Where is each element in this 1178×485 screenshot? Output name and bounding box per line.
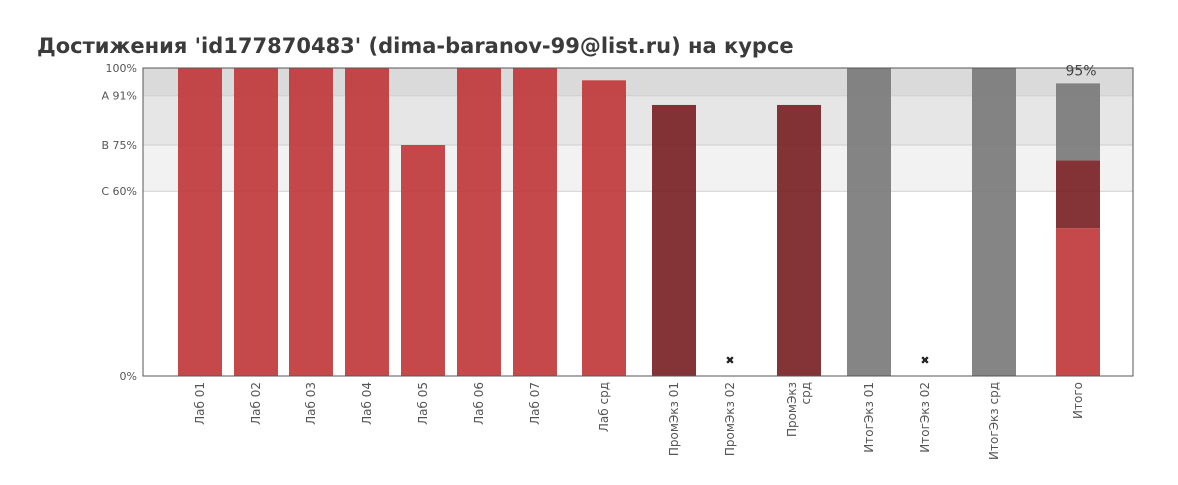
bar-segment — [1056, 160, 1100, 229]
x-tick-label: Лаб 03 — [304, 382, 318, 425]
x-tick-label: Лаб 04 — [360, 382, 374, 425]
y-tick-label: A 91% — [102, 90, 137, 103]
missing-marker: ✖ — [725, 354, 734, 367]
x-tick-label: Лаб 05 — [416, 382, 430, 425]
x-tick-label: Итого — [1071, 382, 1085, 419]
bar-segment — [652, 104, 696, 377]
bar-segment — [345, 68, 389, 376]
bar-segment — [1056, 83, 1100, 161]
bar-segment — [289, 68, 333, 376]
x-tick-label-line: срд — [799, 382, 813, 405]
x-tick-label: Лаб 01 — [193, 382, 207, 425]
x-tick-label: Лаб 06 — [472, 382, 486, 425]
x-tick-label: ИтогЭкз 01 — [862, 382, 876, 453]
bar-segment — [582, 80, 626, 376]
x-tick-label: ИтогЭкз 02 — [918, 382, 932, 453]
chart-title: Достижения 'id177870483' (dima-baranov-9… — [37, 34, 794, 58]
bar-segment — [513, 68, 557, 376]
x-tick-label: ИтогЭкз срд — [987, 382, 1001, 460]
data-label: 95% — [1065, 63, 1096, 79]
x-tick-label-line: ПромЭкз — [785, 382, 799, 437]
y-tick-label: 0% — [120, 370, 137, 383]
bar-segment — [1056, 228, 1100, 376]
bar-segment — [178, 68, 222, 376]
x-tick-label: Лаб 02 — [249, 382, 263, 425]
bar-segment — [401, 145, 445, 376]
plot-frame — [142, 67, 1134, 377]
y-tick-label: B 75% — [102, 139, 138, 152]
bar-segment — [457, 68, 501, 376]
x-tick-label: ПромЭкз 02 — [723, 382, 737, 456]
y-tick-label: C 60% — [101, 185, 137, 198]
x-tick-label: ПромЭкзсрд — [785, 382, 813, 437]
x-tick-label: Лаб 07 — [528, 382, 542, 425]
x-tick-label: ПромЭкз 01 — [667, 382, 681, 456]
x-tick-label: Лаб срд — [597, 382, 611, 432]
bar-segment — [777, 104, 821, 377]
bar-segment — [847, 68, 891, 376]
missing-marker: ✖ — [920, 354, 929, 367]
y-tick-label: 100% — [106, 62, 137, 75]
bar-segment — [234, 68, 278, 376]
bar-segment — [972, 68, 1016, 376]
